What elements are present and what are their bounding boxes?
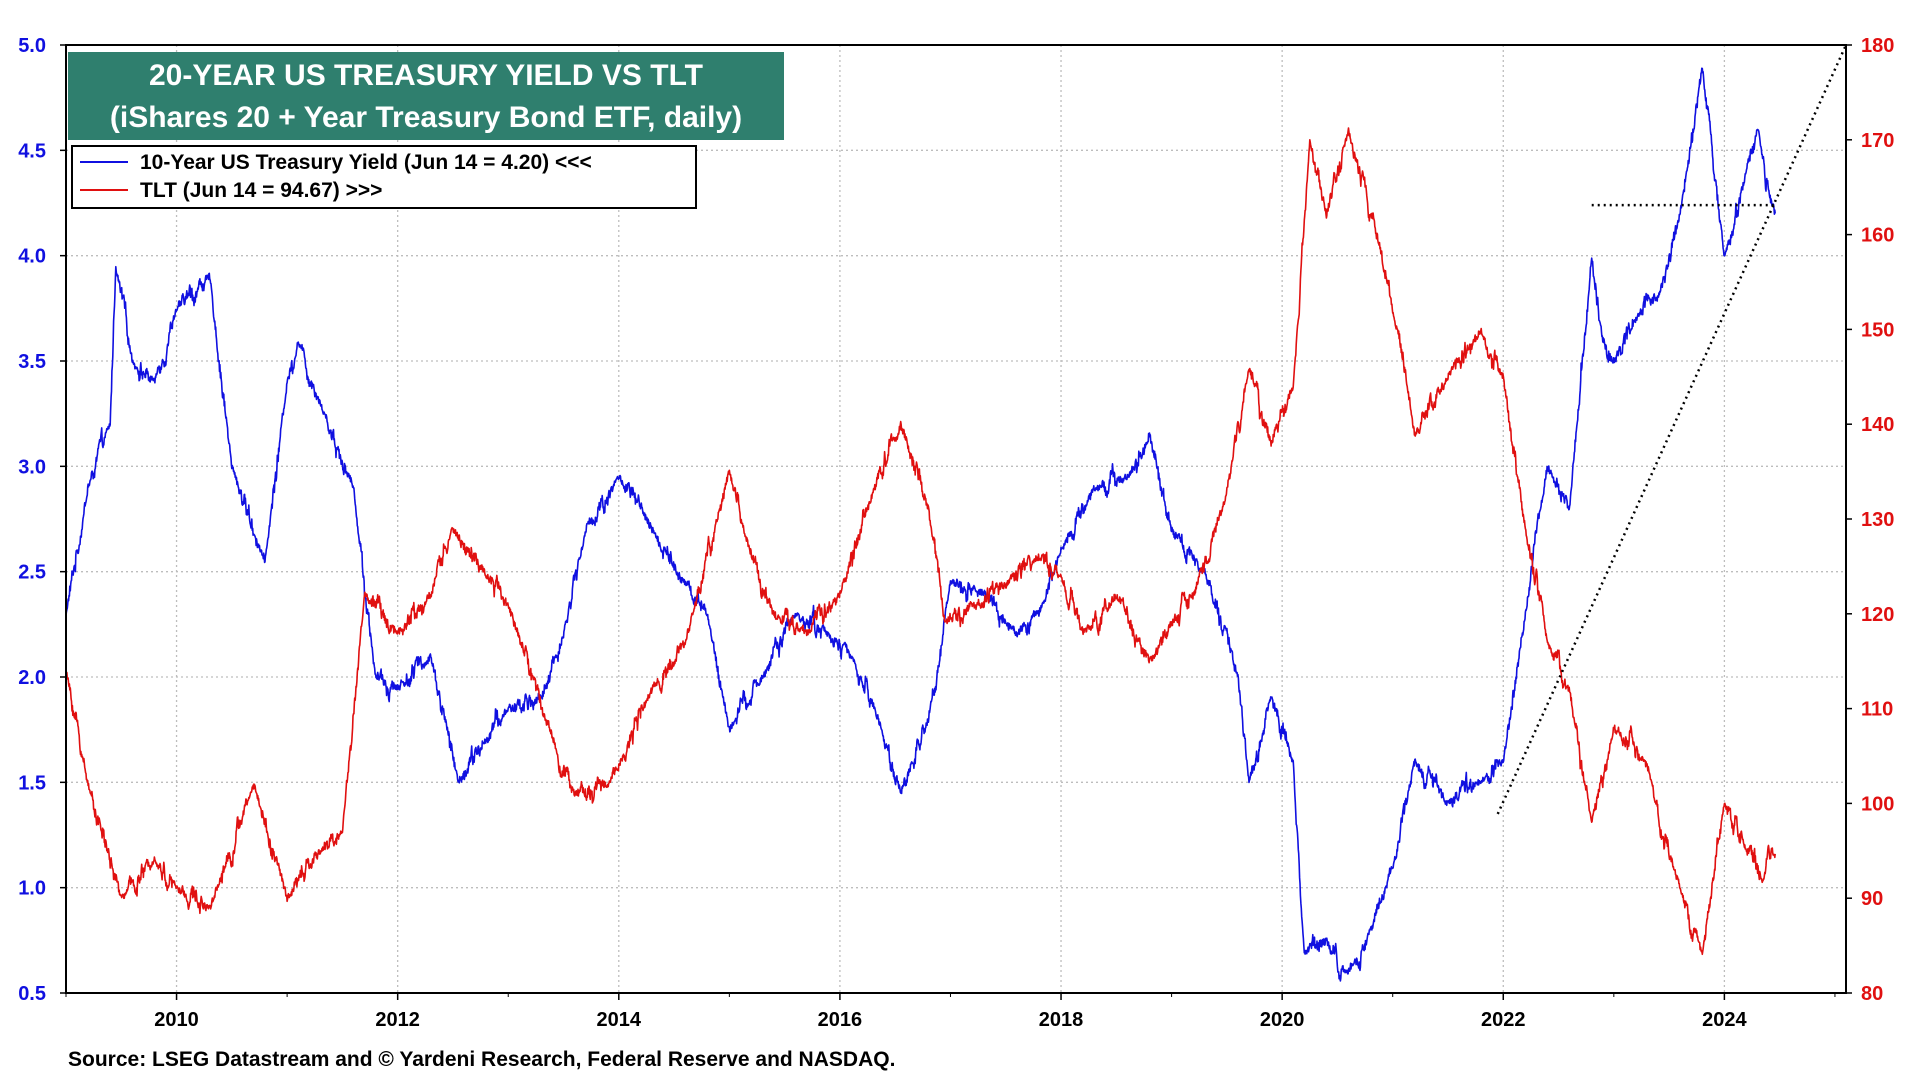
left-tick-label: 1.0 [18,878,46,900]
left-tick-label: 0.5 [18,983,46,1005]
right-tick-label: 140 [1861,414,1894,436]
title-box: 20-YEAR US TREASURY YIELD VS TLT (iShare… [68,52,784,140]
right-tick-label: 150 [1861,319,1894,341]
x-tick-label: 2024 [1702,1009,1747,1031]
title-background [68,52,784,140]
chart-title: 20-YEAR US TREASURY YIELD VS TLT [149,59,703,92]
right-axis: 80 90 100 110 120 130 140 150 160 170 180 [1846,35,1894,1005]
tlt-series-line [65,127,1776,956]
legend-frame [71,145,697,209]
legend: 10-Year US Treasury Yield (Jun 14 = 4.20… [71,145,697,209]
x-tick-label: 2010 [154,1009,199,1031]
right-tick-label: 110 [1861,699,1893,721]
left-tick-label: 1.5 [18,772,46,794]
left-tick-label: 2.0 [18,667,46,689]
right-tick-label: 160 [1861,225,1894,247]
left-tick-label: 4.5 [18,140,46,162]
x-axis: 2010 2012 2014 2016 2018 2020 2022 2024 [65,993,1836,1031]
left-tick-label: 3.0 [18,456,46,478]
x-tick-label: 2022 [1481,1009,1526,1031]
right-tick-label: 130 [1861,509,1894,531]
right-tick-label: 80 [1861,983,1883,1005]
right-tick-label: 170 [1861,130,1894,152]
yield-series-line [65,67,1776,982]
x-tick-label: 2012 [375,1009,420,1031]
left-tick-label: 2.5 [18,562,46,584]
left-axis: 0.5 1.0 1.5 2.0 2.5 3.0 3.5 4.0 4.5 5.0 [18,35,66,1005]
right-tick-label: 100 [1861,793,1894,815]
chart-subtitle: (iShares 20 + Year Treasury Bond ETF, da… [110,101,742,134]
right-tick-label: 120 [1861,604,1894,626]
source-note: Source: LSEG Datastream and © Yardeni Re… [68,1048,895,1071]
left-tick-label: 4.0 [18,246,46,268]
legend-label-tlt: TLT (Jun 14 = 94.67) >>> [140,179,382,202]
left-tick-label: 3.5 [18,351,46,373]
right-tick-label: 180 [1861,35,1894,57]
x-tick-label: 2014 [597,1009,642,1031]
rising-trend-line [1496,44,1848,815]
x-tick-label: 2018 [1039,1009,1084,1031]
x-tick-label: 2016 [818,1009,863,1031]
series-layer [65,67,1776,982]
legend-label-yield: 10-Year US Treasury Yield (Jun 14 = 4.20… [140,151,592,174]
x-tick-label: 2020 [1260,1009,1305,1031]
left-tick-label: 5.0 [18,35,46,57]
trend-lines [1496,44,1848,815]
right-tick-label: 90 [1861,888,1883,910]
